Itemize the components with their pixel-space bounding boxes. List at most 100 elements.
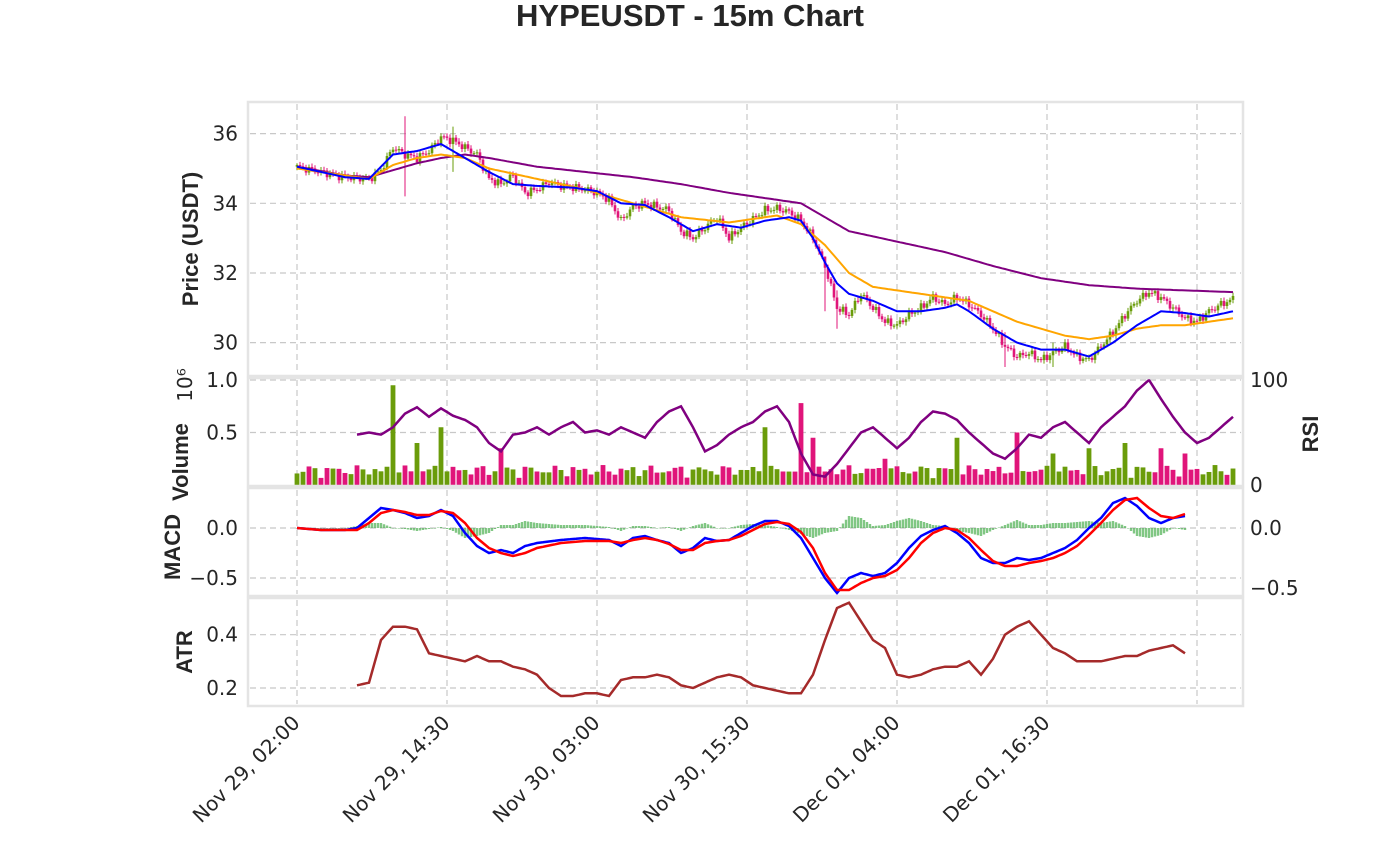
candle-body [1105, 339, 1109, 345]
volume-panel: 0.5 1.0 0 100 Volume 10⁶ RSI [168, 368, 1323, 501]
candle-body [1012, 348, 1016, 358]
macd-histogram-bar [1120, 524, 1124, 528]
candle-body [679, 225, 683, 232]
volume-bar [1086, 448, 1092, 485]
macd-histogram-bar [1177, 528, 1181, 529]
macd-histogram-bar [685, 528, 689, 529]
macd-histogram-bar [985, 528, 989, 533]
macd-histogram-bar [763, 525, 767, 528]
volume-bar [1206, 471, 1212, 485]
candle-body [1051, 351, 1055, 356]
macd-histogram-bar [883, 525, 887, 528]
volume-bar [684, 477, 690, 485]
candle-body [910, 311, 914, 314]
candle-body [469, 148, 473, 154]
candle-body [730, 231, 734, 241]
volume-bar [510, 469, 516, 485]
macd-histogram-bar [658, 527, 662, 529]
candle-body [625, 216, 629, 218]
volume-bar [612, 474, 618, 485]
candle-body [1033, 350, 1037, 360]
candle-body [763, 205, 767, 216]
macd-histogram-bar [1123, 526, 1127, 528]
candle-body [667, 206, 671, 211]
ma-fast-line [296, 143, 1234, 358]
volume-bar [1050, 453, 1056, 485]
candle-body [646, 203, 650, 205]
candle-body [1036, 359, 1040, 361]
candle-body [673, 218, 677, 220]
volume-ylabel: Volume [168, 423, 193, 501]
candle-body [298, 164, 302, 167]
macd-histogram-bar [979, 528, 983, 536]
volume-bar [462, 469, 468, 485]
volume-bar [552, 465, 558, 485]
candle-body [874, 307, 878, 310]
macd-histogram-bar [553, 524, 557, 528]
candle-body [682, 231, 686, 237]
candle-body [1009, 348, 1013, 350]
candle-body [685, 230, 689, 237]
candle-body [709, 220, 713, 224]
candle-body [577, 184, 581, 189]
candle-body [445, 136, 449, 138]
volume-bar [756, 471, 762, 485]
candle-body [1219, 300, 1223, 306]
candle-body [1057, 350, 1061, 353]
macd-histogram-bar [1105, 522, 1109, 528]
volume-bar [450, 466, 456, 485]
volume-bar [900, 472, 906, 485]
candle-body [1054, 350, 1058, 352]
volume-bar [654, 472, 660, 485]
macd-histogram-bar [583, 525, 587, 528]
volume-bar [954, 437, 960, 485]
volume-bar [576, 469, 582, 485]
macd-histogram-bar [673, 528, 677, 529]
macd-histogram-bar [655, 528, 659, 529]
candle-body [385, 156, 389, 169]
volume-bar [966, 465, 972, 485]
candle-body [739, 227, 743, 233]
candle-body [877, 307, 881, 317]
candle-body [1231, 295, 1235, 300]
macd-histogram-bar [931, 525, 935, 528]
volume-bar [630, 467, 636, 485]
volume-bar [852, 473, 858, 485]
macd-histogram-bar [1153, 528, 1157, 537]
candle-body [721, 218, 725, 229]
volume-bar [786, 471, 792, 485]
volume-bar [1176, 476, 1182, 485]
volume-bar [810, 437, 816, 485]
volume-bar [480, 466, 486, 485]
macd-histogram-bar [652, 527, 656, 528]
macd-histogram-bar [1009, 522, 1013, 528]
macd-histogram-bar [598, 526, 602, 528]
macd-histogram-bar [430, 528, 434, 529]
candle-body [1216, 305, 1220, 311]
macd-histogram-bar [592, 525, 596, 528]
macd-histogram-bar [349, 527, 353, 528]
candle-body [655, 201, 659, 208]
candle-body [1096, 346, 1100, 354]
volume-bar [336, 468, 342, 485]
volume-bar [930, 478, 936, 485]
volume-bar [486, 474, 492, 485]
macd-histogram-bar [904, 518, 908, 528]
x-tick-label: Nov 29, 14:30 [338, 711, 455, 828]
candle-body [1006, 346, 1010, 349]
macd-y-tick-label: 0.0 [206, 516, 238, 540]
volume-bar [396, 472, 402, 485]
volume-bar [936, 468, 942, 485]
macd-histogram-bar [817, 528, 821, 536]
candle-body [850, 309, 854, 316]
x-tick-label: Nov 30, 15:30 [638, 711, 755, 828]
candle-body [412, 155, 416, 157]
candle-body [937, 301, 941, 303]
candle-body [1000, 333, 1004, 345]
chart-title: HYPEUSDT - 15m Chart [516, 0, 864, 33]
macd-histogram-bar [736, 525, 740, 528]
candle-body [328, 172, 332, 178]
macd-histogram-bar [481, 528, 485, 535]
candle-body [766, 205, 770, 212]
macd-histogram-bar [1165, 528, 1169, 532]
